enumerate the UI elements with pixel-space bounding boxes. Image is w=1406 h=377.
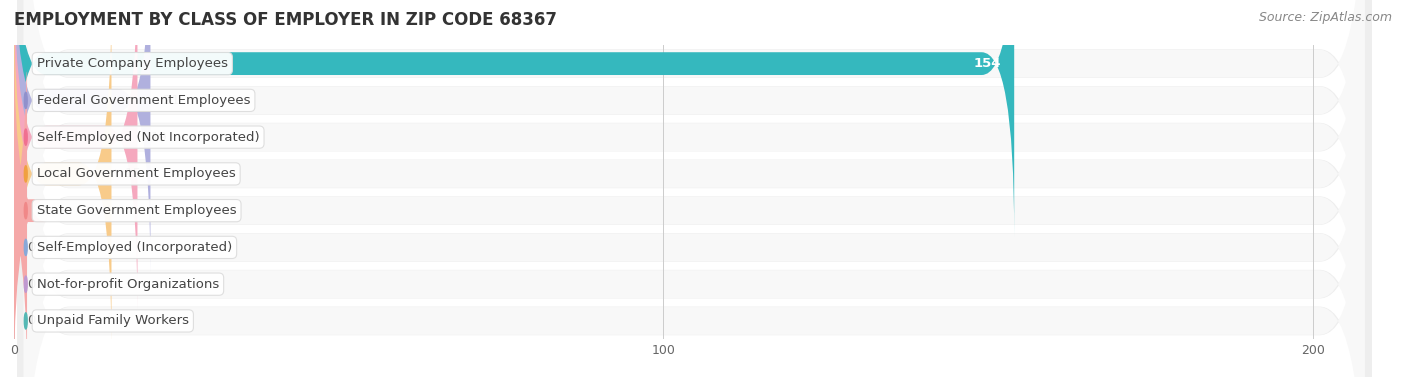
FancyBboxPatch shape (17, 0, 1371, 377)
FancyBboxPatch shape (24, 0, 1365, 344)
Text: Self-Employed (Incorporated): Self-Employed (Incorporated) (37, 241, 232, 254)
Text: State Government Employees: State Government Employees (37, 204, 236, 217)
FancyBboxPatch shape (24, 4, 1365, 377)
Circle shape (24, 202, 27, 219)
FancyBboxPatch shape (0, 38, 46, 377)
Circle shape (24, 239, 27, 256)
Text: Not-for-profit Organizations: Not-for-profit Organizations (37, 278, 219, 291)
Text: 0: 0 (27, 278, 35, 291)
Text: 0: 0 (27, 241, 35, 254)
Text: Private Company Employees: Private Company Employees (37, 57, 228, 70)
FancyBboxPatch shape (17, 0, 1371, 377)
FancyBboxPatch shape (17, 5, 1371, 377)
FancyBboxPatch shape (17, 0, 1371, 343)
Circle shape (24, 166, 27, 182)
FancyBboxPatch shape (24, 0, 1365, 307)
Text: Federal Government Employees: Federal Government Employees (37, 94, 250, 107)
FancyBboxPatch shape (24, 0, 1365, 377)
FancyBboxPatch shape (24, 78, 1365, 377)
Text: 19: 19 (150, 131, 167, 144)
Circle shape (24, 55, 27, 72)
Text: Local Government Employees: Local Government Employees (37, 167, 236, 180)
FancyBboxPatch shape (14, 2, 111, 346)
FancyBboxPatch shape (17, 0, 1371, 377)
Text: Unpaid Family Workers: Unpaid Family Workers (37, 314, 188, 327)
Text: 0: 0 (27, 314, 35, 327)
Text: Self-Employed (Not Incorporated): Self-Employed (Not Incorporated) (37, 131, 260, 144)
Text: Source: ZipAtlas.com: Source: ZipAtlas.com (1258, 11, 1392, 24)
FancyBboxPatch shape (24, 0, 1365, 377)
FancyBboxPatch shape (24, 0, 1365, 377)
FancyBboxPatch shape (17, 0, 1371, 377)
Circle shape (24, 313, 27, 329)
Circle shape (24, 92, 27, 109)
Text: 2: 2 (39, 204, 49, 217)
Text: 15: 15 (125, 167, 142, 180)
Text: 21: 21 (163, 94, 180, 107)
Text: 154: 154 (974, 57, 1001, 70)
FancyBboxPatch shape (17, 41, 1371, 377)
FancyBboxPatch shape (14, 0, 138, 310)
Circle shape (24, 129, 27, 145)
FancyBboxPatch shape (17, 0, 1371, 377)
FancyBboxPatch shape (14, 0, 150, 273)
FancyBboxPatch shape (14, 0, 1014, 236)
FancyBboxPatch shape (24, 41, 1365, 377)
Circle shape (24, 276, 27, 292)
Text: EMPLOYMENT BY CLASS OF EMPLOYER IN ZIP CODE 68367: EMPLOYMENT BY CLASS OF EMPLOYER IN ZIP C… (14, 11, 557, 29)
